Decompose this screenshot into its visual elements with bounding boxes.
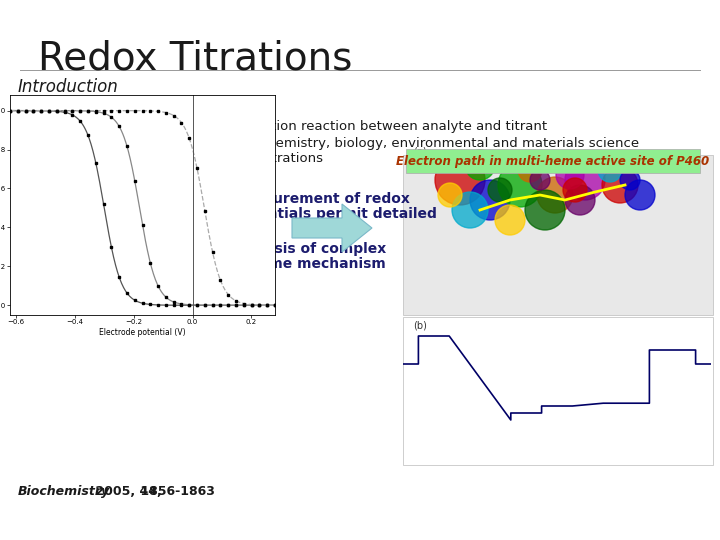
Text: ►: ► [62,120,70,130]
Text: Based on an oxidation-reduction reaction between analyte and titrant: Based on an oxidation-reduction reaction… [80,120,547,133]
Circle shape [525,190,565,230]
Circle shape [530,170,550,190]
Circle shape [452,192,488,228]
Circle shape [620,170,640,190]
Polygon shape [292,204,372,252]
Circle shape [556,161,584,189]
Text: enzyme mechanism: enzyme mechanism [232,257,386,271]
FancyBboxPatch shape [403,317,713,465]
Circle shape [537,177,573,213]
Circle shape [465,150,495,180]
FancyBboxPatch shape [403,155,713,315]
Circle shape [598,158,622,182]
Text: 1.): 1.) [40,100,63,118]
Text: 1856-1863: 1856-1863 [136,485,215,498]
Text: Redox Titration: Redox Titration [68,100,213,118]
Text: (a): (a) [413,147,427,157]
Text: Many common analytes in chemistry, biology, environmental and materials science: Many common analytes in chemistry, biolo… [80,137,639,150]
Circle shape [565,160,605,200]
Circle shape [625,180,655,210]
Circle shape [435,155,485,205]
Text: ►: ► [62,137,70,147]
FancyBboxPatch shape [406,149,700,173]
Circle shape [470,180,510,220]
Circle shape [602,167,638,203]
Text: analysis of complex: analysis of complex [232,242,386,256]
Text: (b): (b) [413,320,427,330]
Circle shape [498,163,542,207]
Circle shape [495,205,525,235]
Text: Introduction: Introduction [18,78,119,96]
Circle shape [565,185,595,215]
Circle shape [518,158,542,182]
Circle shape [563,178,587,202]
Text: Measurement of redox: Measurement of redox [232,192,410,206]
Circle shape [438,183,462,207]
Text: Biochemistry: Biochemistry [18,485,110,498]
Text: can be measured by redox titrations: can be measured by redox titrations [80,152,323,165]
Text: 2005, 44,: 2005, 44, [91,485,162,498]
Text: Electron path in multi-heme active site of P460: Electron path in multi-heme active site … [397,154,710,167]
X-axis label: Electrode potential (V): Electrode potential (V) [99,328,186,337]
Text: Redox Titrations: Redox Titrations [38,40,352,78]
Text: potentials permit detailed: potentials permit detailed [232,207,437,221]
Circle shape [488,178,512,202]
